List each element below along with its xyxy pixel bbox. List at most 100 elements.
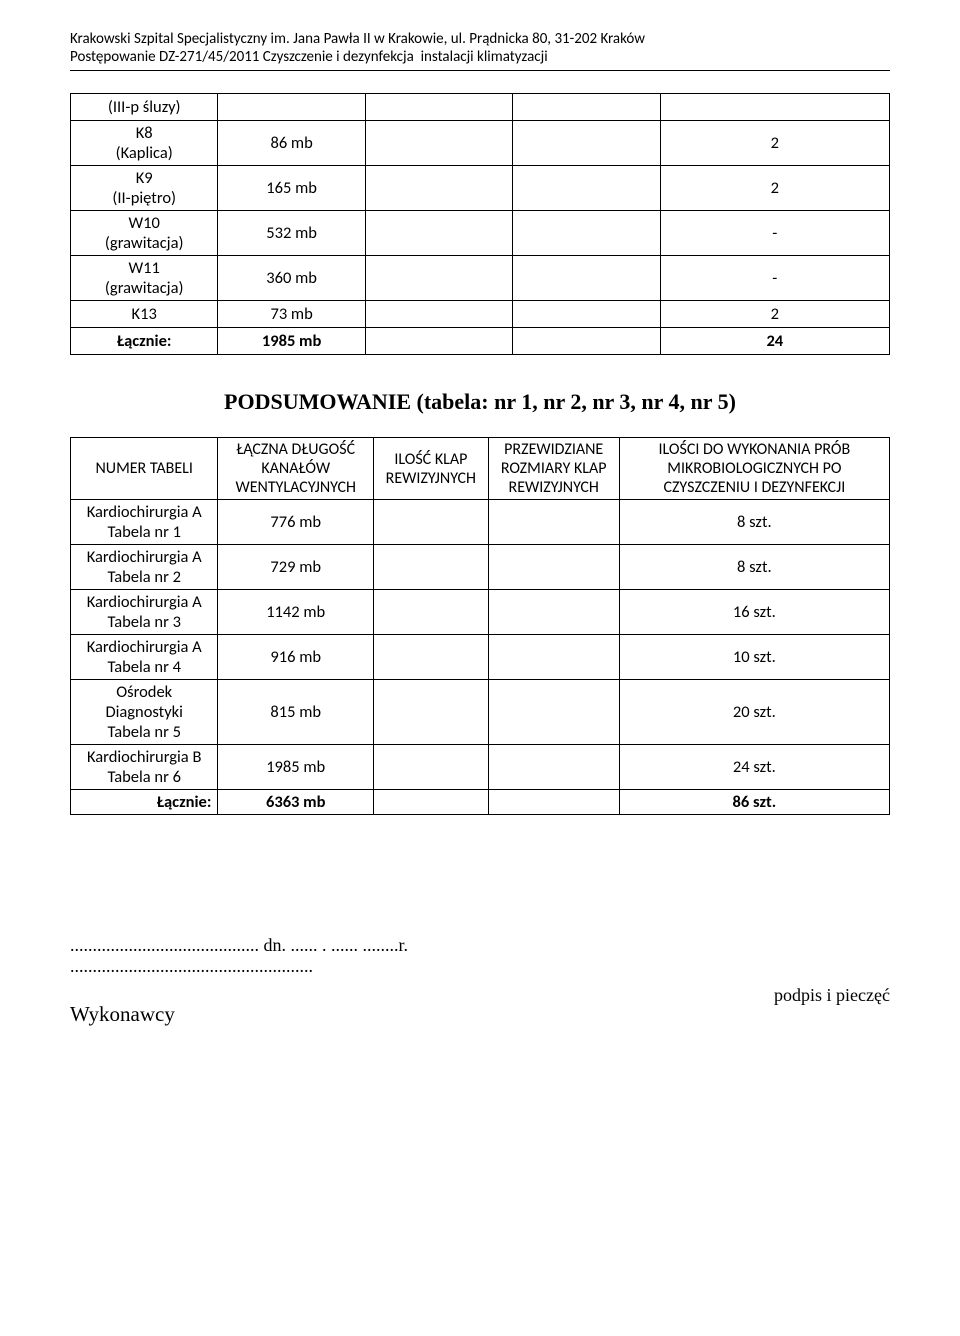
cell	[365, 121, 512, 166]
table-row: Kardiochirurgia ATabela nr 4916 mb 10 szt…	[71, 635, 890, 680]
cell-total-count: 86 szt.	[619, 790, 889, 815]
table-row: Kardiochirurgia BTabela nr 61985 mb 24 sz…	[71, 745, 890, 790]
cell-total-value: 6363 mb	[218, 790, 374, 815]
cell	[488, 745, 619, 790]
cell: 8 szt.	[619, 500, 889, 545]
cell: 20 szt.	[619, 680, 889, 745]
cell: 776 mb	[218, 500, 374, 545]
cell	[365, 328, 512, 355]
cell	[513, 211, 660, 256]
cell	[374, 590, 489, 635]
cell-total-count: 24	[660, 328, 889, 355]
cell: W11(grawitacja)	[71, 256, 218, 301]
cell: 1985 mb	[218, 745, 374, 790]
cell	[365, 301, 512, 328]
cell: -	[660, 256, 889, 301]
table-row: K1373 mb 2	[71, 301, 890, 328]
header-line-2: Postępowanie DZ-271/45/2011 Czyszczenie …	[70, 48, 890, 66]
cell-total-label: Łącznie:	[71, 790, 218, 815]
table-row-total: Łącznie:6363 mb 86 szt.	[71, 790, 890, 815]
header-divider	[70, 70, 890, 71]
cell: 729 mb	[218, 545, 374, 590]
cell-total-value: 1985 mb	[218, 328, 365, 355]
cell	[513, 256, 660, 301]
table-row: W11(grawitacja)360 mb -	[71, 256, 890, 301]
header-line-1: Krakowski Szpital Specjalistyczny im. Ja…	[70, 30, 890, 48]
table-summary: NUMER TABELI ŁĄCZNA DŁUGOŚĆ KANAŁÓW WENT…	[70, 437, 890, 815]
cell	[513, 94, 660, 121]
cell: (III-p śluzy)	[71, 94, 218, 121]
th-numer-tabeli: NUMER TABELI	[71, 438, 218, 500]
table-row: W10(grawitacja)532 mb-	[71, 211, 890, 256]
cell: 73 mb	[218, 301, 365, 328]
th-ilosci-prob: ILOŚCI DO WYKONANIA PRÓB MIKROBIOLOGICZN…	[619, 438, 889, 500]
cell	[374, 745, 489, 790]
cell	[374, 635, 489, 680]
cell	[488, 790, 619, 815]
cell: OśrodekDiagnostykiTabela nr 5	[71, 680, 218, 745]
cell	[513, 328, 660, 355]
cell: 1142 mb	[218, 590, 374, 635]
cell	[374, 790, 489, 815]
cell: 2	[660, 301, 889, 328]
footer: ........................................…	[70, 935, 890, 1027]
summary-heading: PODSUMOWANIE (tabela: nr 1, nr 2, nr 3, …	[70, 389, 890, 415]
table-row: OśrodekDiagnostykiTabela nr 5815 mb 20 sz…	[71, 680, 890, 745]
cell	[488, 590, 619, 635]
th-laczna-dlugosc: ŁĄCZNA DŁUGOŚĆ KANAŁÓW WENTYLACYJNYCH	[218, 438, 374, 500]
cell: Kardiochirurgia ATabela nr 3	[71, 590, 218, 635]
footer-wykonawcy: Wykonawcy	[70, 1002, 890, 1027]
cell	[513, 301, 660, 328]
cell: W10(grawitacja)	[71, 211, 218, 256]
page: Krakowski Szpital Specjalistyczny im. Ja…	[0, 0, 960, 1336]
cell	[374, 545, 489, 590]
th-ilosc-klap: ILOŚĆ KLAP REWIZYJNYCH	[374, 438, 489, 500]
footer-dots: ........................................…	[70, 956, 890, 977]
table-summary-header-row: NUMER TABELI ŁĄCZNA DŁUGOŚĆ KANAŁÓW WENT…	[71, 438, 890, 500]
table-row-total: Łącznie:1985 mb 24	[71, 328, 890, 355]
cell: 165 mb	[218, 166, 365, 211]
cell	[374, 680, 489, 745]
th-przewidziane-rozmiary: PRZEWIDZIANE ROZMIARY KLAP REWIZYJNYCH	[488, 438, 619, 500]
cell	[513, 166, 660, 211]
table-row: Kardiochirurgia ATabela nr 2729 mb 8 szt.	[71, 545, 890, 590]
cell: 916 mb	[218, 635, 374, 680]
cell: 24 szt.	[619, 745, 889, 790]
cell: 8 szt.	[619, 545, 889, 590]
cell: 815 mb	[218, 680, 374, 745]
cell	[488, 545, 619, 590]
cell: -	[660, 211, 889, 256]
cell	[488, 635, 619, 680]
cell: 360 mb	[218, 256, 365, 301]
cell: 10 szt.	[619, 635, 889, 680]
cell	[488, 500, 619, 545]
cell	[365, 256, 512, 301]
cell: 2	[660, 166, 889, 211]
cell: 16 szt.	[619, 590, 889, 635]
footer-dateline: ........................................…	[70, 935, 890, 956]
cell: K13	[71, 301, 218, 328]
cell: Kardiochirurgia BTabela nr 6	[71, 745, 218, 790]
table-row: Kardiochirurgia ATabela nr 1776 mb 8 szt.	[71, 500, 890, 545]
cell: 86 mb	[218, 121, 365, 166]
cell	[374, 500, 489, 545]
cell	[365, 211, 512, 256]
cell	[660, 94, 889, 121]
cell: Kardiochirurgia ATabela nr 1	[71, 500, 218, 545]
table-row: K8(Kaplica)86 mb 2	[71, 121, 890, 166]
table-duct-segments: (III-p śluzy)K8(Kaplica)86 mb2K9(II-pięt…	[70, 93, 890, 355]
cell: K8(Kaplica)	[71, 121, 218, 166]
table-row: (III-p śluzy)	[71, 94, 890, 121]
cell	[365, 166, 512, 211]
cell-total-label: Łącznie:	[71, 328, 218, 355]
cell	[365, 94, 512, 121]
cell: K9(II-piętro)	[71, 166, 218, 211]
cell: 2	[660, 121, 889, 166]
table-row: Kardiochirurgia ATabela nr 31142 mb 16 sz…	[71, 590, 890, 635]
cell: Kardiochirurgia ATabela nr 4	[71, 635, 218, 680]
table-row: K9(II-piętro)165 mb 2	[71, 166, 890, 211]
cell	[513, 121, 660, 166]
cell	[218, 94, 365, 121]
cell: Kardiochirurgia ATabela nr 2	[71, 545, 218, 590]
cell	[488, 680, 619, 745]
